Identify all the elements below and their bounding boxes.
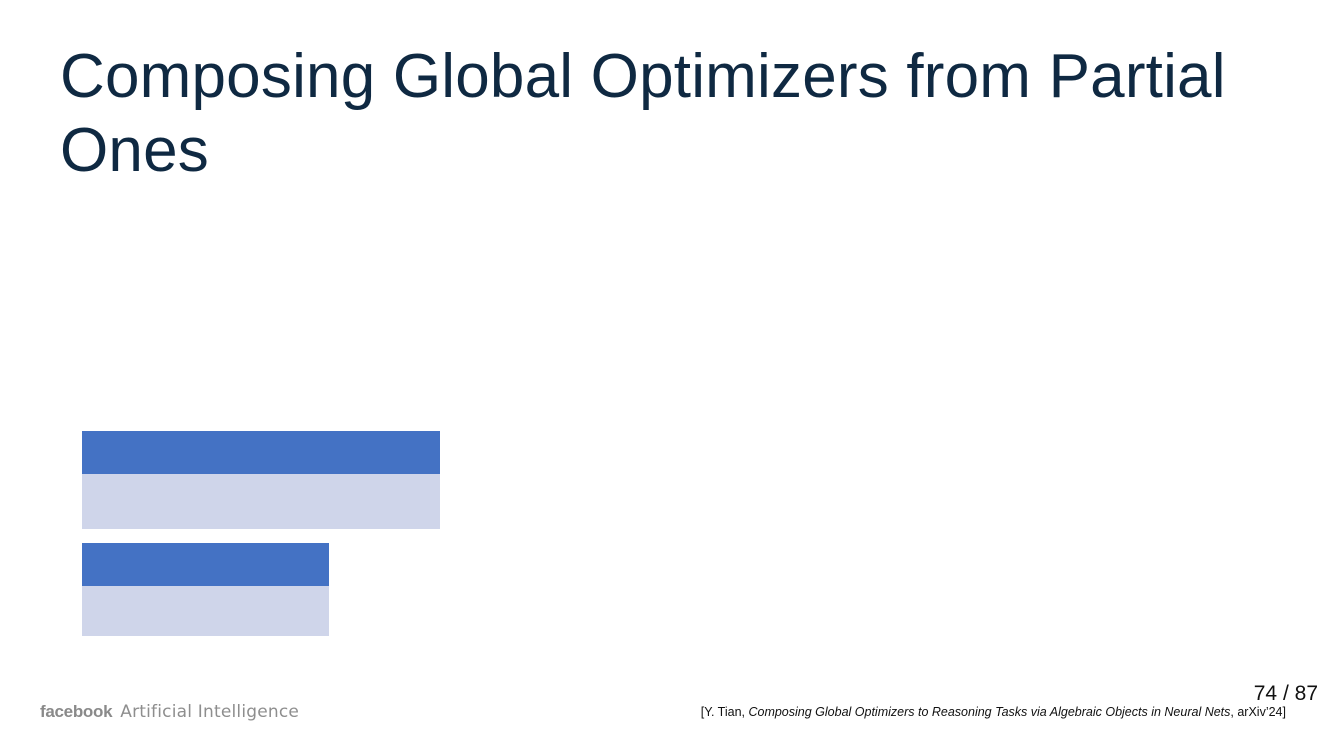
page-separator: /: [1282, 682, 1289, 705]
table-body: [82, 474, 440, 529]
page-number: 74 / 87: [1254, 682, 1318, 706]
citation-paper-title: Composing Global Optimizers to Reasoning…: [748, 705, 1231, 719]
facebook-ai-logo: facebook Artificial Intelligence: [40, 702, 299, 726]
logo-subtitle: Artificial Intelligence: [120, 702, 300, 722]
table-placeholder-1: [82, 431, 440, 529]
table-body: [82, 586, 329, 636]
table-placeholder-2: [82, 543, 329, 636]
table-header: [82, 431, 440, 474]
logo-wordmark: facebook: [40, 702, 113, 721]
page-total: 87: [1294, 682, 1318, 705]
citation-open: [Y. Tian,: [700, 705, 749, 719]
table-header: [82, 543, 329, 586]
page-current: 74: [1253, 682, 1278, 705]
slide-title: Composing Global Optimizers from Partial…: [60, 42, 1226, 185]
citation-venue: , arXiv’24]: [1230, 705, 1286, 719]
citation: [Y. Tian, Composing Global Optimizers to…: [701, 705, 1286, 719]
